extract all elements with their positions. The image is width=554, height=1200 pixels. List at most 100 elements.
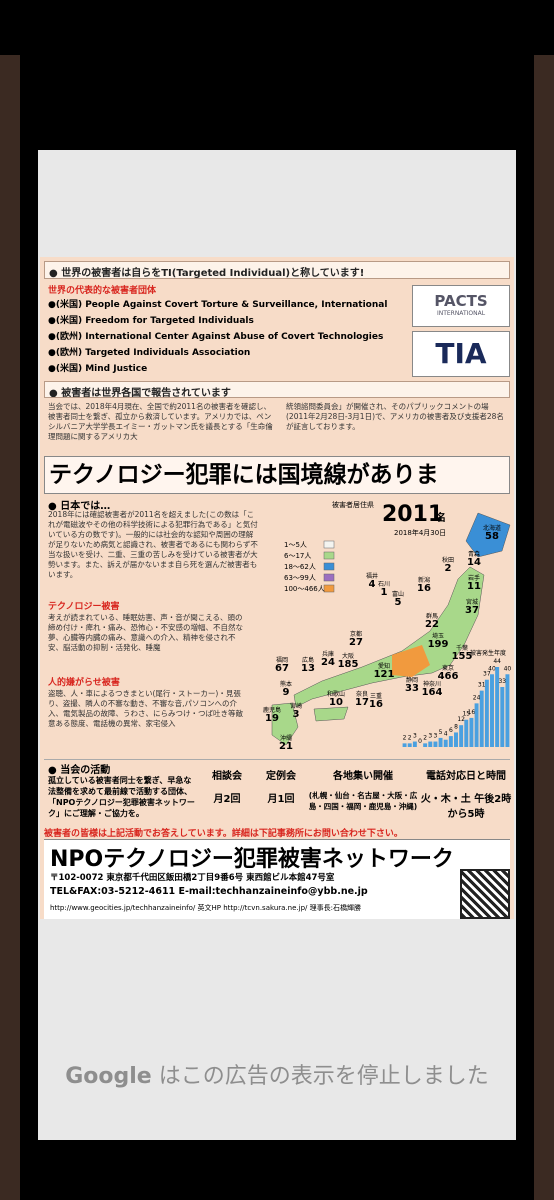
- subtitle: テクノロジー被害: [48, 602, 120, 612]
- prefecture-name: 沖縄: [280, 734, 292, 742]
- bar-label: 24: [473, 694, 481, 701]
- tia-logo: TIA: [412, 331, 510, 377]
- map-chart: 被害者居住県 2011 名 2018年4月30日 1〜5人6〜17人18〜62人…: [263, 500, 511, 752]
- chart-title: 被害発生年度: [470, 649, 506, 657]
- bar-label: 3: [428, 733, 432, 740]
- prefecture-value: 13: [301, 663, 315, 674]
- bar-label: 15: [462, 711, 470, 718]
- bar: [505, 674, 510, 747]
- message: はこの広告の表示を停止しました: [158, 1064, 489, 1089]
- prefecture-name: 大阪: [342, 652, 354, 660]
- prefecture-name: 福岡: [276, 656, 288, 664]
- bar: [479, 690, 484, 747]
- group-item: ●(欧州) Targeted Individuals Association: [48, 348, 251, 358]
- headline: テクノロジー犯罪には国境線がありま: [44, 456, 510, 494]
- event: 定例会 月1回: [256, 767, 306, 805]
- prefecture-value: 3: [293, 709, 300, 720]
- prefecture-name: 千葉: [456, 644, 468, 652]
- events: 相談会 月2回 定例会 月1回 各地集い開催 (札幌・仙台・名古屋・大阪・広島・四国・福岡…: [200, 767, 512, 823]
- prefecture-name: 北海道: [483, 524, 501, 532]
- legend-label: 1〜5人: [284, 541, 307, 549]
- prefecture-value: 164: [422, 687, 443, 698]
- map-shape: [293, 566, 485, 708]
- section-title: ● 世界の被害者は自らをTI(Targeted Individual)と称してい…: [44, 261, 510, 279]
- prefecture-value: 58: [485, 531, 499, 542]
- bar: [464, 719, 469, 747]
- prefecture-value: 33: [405, 683, 419, 694]
- prefecture-value: 11: [467, 581, 481, 592]
- event: 相談会 月2回: [200, 767, 254, 805]
- bar: [500, 687, 505, 747]
- bar-label: 16: [468, 709, 476, 716]
- bar-label: 40: [488, 665, 496, 672]
- qr-code: [460, 869, 510, 919]
- map-shape: [465, 512, 511, 558]
- legend-swatch: [323, 540, 335, 549]
- logo-text: PACTS: [434, 292, 488, 310]
- subtitle: 人的嫌がらせ被害: [48, 678, 120, 688]
- bar: [469, 717, 474, 747]
- frame-right: [534, 55, 554, 1200]
- contact-box: [44, 839, 510, 919]
- prefecture-value: 10: [329, 697, 343, 708]
- bar-label: 0: [418, 738, 422, 745]
- prefecture-value: 67: [275, 663, 289, 674]
- prefecture-name: 秋田: [442, 556, 454, 564]
- prefecture-value: 5: [395, 597, 402, 608]
- groups-list: ●(米国) People Against Covert Torture & Su…: [48, 297, 418, 377]
- prefecture-value: 155: [452, 651, 473, 662]
- bar: [448, 736, 453, 747]
- bar: [402, 743, 407, 747]
- prefecture-name: 新潟: [418, 576, 430, 584]
- bar-label: 12: [457, 716, 465, 723]
- divider: [44, 759, 510, 760]
- prefecture-name: 青森: [468, 550, 480, 558]
- bar: [438, 737, 443, 747]
- prefecture-value: 16: [369, 699, 383, 710]
- bar: [474, 703, 479, 747]
- prefecture-value: 16: [417, 583, 431, 594]
- prefecture-name: 神奈川: [423, 680, 441, 688]
- bar: [433, 741, 438, 747]
- bar: [443, 739, 448, 747]
- event-name: 電話対応日と時間: [426, 771, 506, 782]
- map-shape: [313, 706, 349, 722]
- logo-text: INTERNATIONAL: [436, 310, 486, 317]
- bar-label: 8: [454, 723, 458, 730]
- prefecture-value: 21: [279, 741, 293, 752]
- count-unit: 名: [436, 511, 446, 524]
- brand: Google: [65, 1064, 152, 1089]
- date: 2018年4月30日: [394, 528, 446, 537]
- section-title: ● 当会の活動: [48, 765, 111, 776]
- prefecture-value: 24: [321, 657, 335, 668]
- bar-label: 44: [493, 658, 501, 665]
- legend-swatch: [323, 584, 335, 593]
- bar-label: 3: [413, 733, 417, 740]
- event: 各地集い開催 (札幌・仙台・名古屋・大阪・広島・四国・福岡・鹿児島・沖縄): [308, 767, 418, 812]
- map-shape: [271, 702, 299, 746]
- prefecture-name: 奈良: [356, 690, 368, 698]
- bar-label: 3: [434, 733, 438, 740]
- count: 2011: [382, 502, 443, 527]
- bar: [412, 741, 417, 747]
- prefecture-value: 199: [428, 639, 449, 650]
- prefecture-value: 121: [374, 669, 395, 680]
- legend-swatch: [323, 551, 335, 560]
- paragraph: 当会では、2018年4月現在、全国で約2011名の被害者を確認し、被害者同士を繋…: [48, 402, 273, 441]
- pacts-logo: PACTS INTERNATIONAL: [412, 285, 510, 327]
- bar-label: 4: [444, 731, 448, 738]
- paragraph: 盗聴、人・車によるつきまとい(尾行・ストーカー)・見張り、盗撮、隣人の不審な動き…: [48, 689, 243, 728]
- event-name: 定例会: [266, 771, 296, 782]
- map-shape: [392, 645, 430, 677]
- notice: 被害者の皆様は上記活動でお答えしています。詳細は下記事務所にお問い合わせ下さい。: [44, 829, 403, 839]
- prefecture-name: 富山: [392, 590, 404, 598]
- legend-label: 18〜62人: [284, 563, 316, 571]
- bar-label: 6: [449, 727, 453, 734]
- prefecture-value: 19: [265, 713, 279, 724]
- frame-left: [0, 55, 20, 1200]
- google-notice: Google はこの広告の表示を停止しました: [47, 1062, 507, 1092]
- prefecture-value: 27: [349, 637, 363, 648]
- prefecture-name: 京都: [350, 630, 362, 638]
- bar: [484, 679, 489, 747]
